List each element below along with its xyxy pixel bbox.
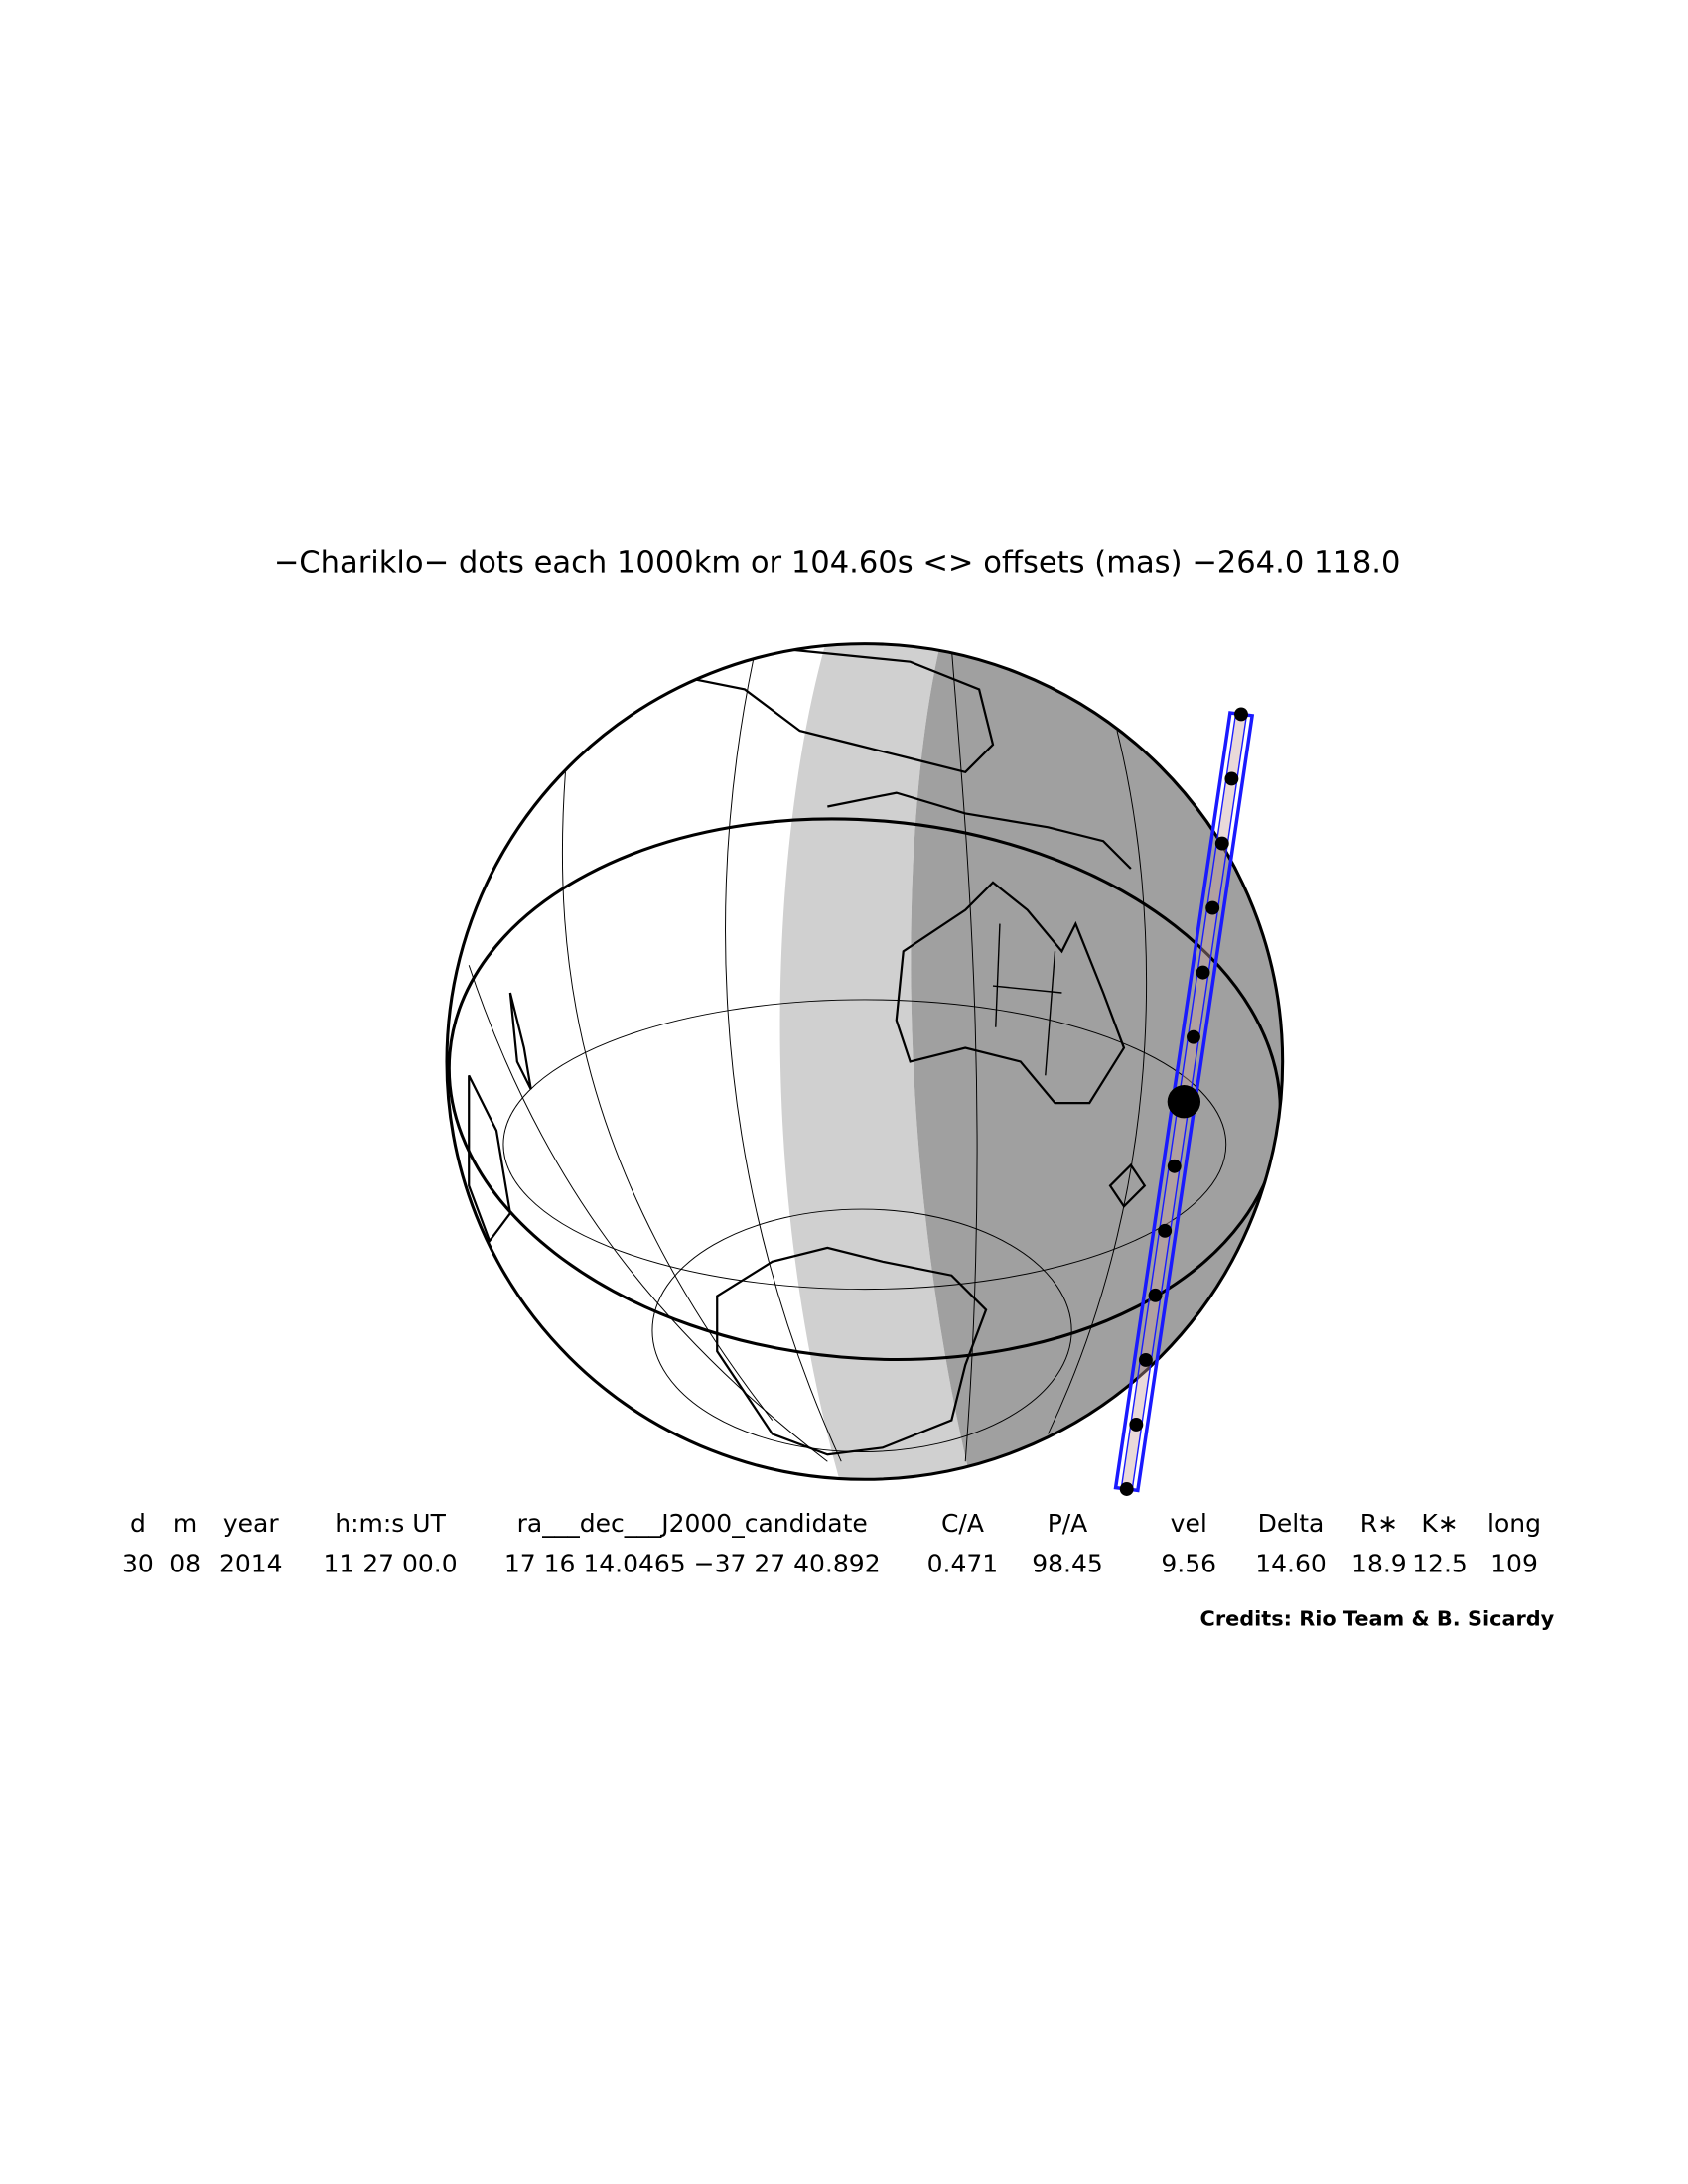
table-header: d (130, 1509, 146, 1538)
table-header: m (173, 1509, 197, 1538)
table-cell: 2014 (219, 1549, 283, 1577)
graticule (468, 647, 1227, 1462)
table-cell: 14.60 (1255, 1549, 1327, 1577)
table-cell: 11 27 00.0 (323, 1549, 457, 1577)
track-dot (1138, 1352, 1153, 1367)
track-dot (1187, 1029, 1200, 1044)
track-dot (1148, 1288, 1163, 1302)
credits: Credits: Rio Team & B. Sicardy (1200, 1606, 1555, 1630)
coastlines (468, 646, 1147, 1456)
table-header: ra___dec___J2000_candidate (517, 1509, 868, 1538)
globe-outline (445, 642, 1285, 1481)
table-header: h:m:s UT (335, 1509, 446, 1538)
table-cell: 98.45 (1032, 1549, 1103, 1577)
table-cell: 18.9 (1351, 1549, 1407, 1577)
table-header: C/A (941, 1509, 984, 1538)
track-dot (1167, 1159, 1182, 1173)
table-cell: 9.56 (1161, 1549, 1216, 1577)
closest-approach-dot (1167, 1085, 1201, 1119)
table-header: Delta (1258, 1509, 1325, 1538)
track-dot (1214, 836, 1229, 851)
event-table: d m year h:m:s UT ra___dec___J2000_candidate… (122, 1509, 1541, 1577)
track-dot (1205, 900, 1220, 915)
table-cell: 109 (1490, 1549, 1538, 1577)
track-dot (1224, 771, 1239, 786)
track-dot (1129, 1418, 1144, 1432)
table-cell: 12.5 (1412, 1549, 1468, 1577)
table-cell: 08 (169, 1549, 201, 1577)
track-dot (1196, 965, 1210, 980)
track-dot (1234, 707, 1248, 722)
shadow-track (1113, 707, 1255, 1496)
table-header: long (1487, 1509, 1541, 1538)
table-header: year (223, 1509, 279, 1538)
track-dot (1158, 1223, 1173, 1238)
track-dot (1119, 1482, 1134, 1496)
table-header: K∗ (1421, 1509, 1458, 1538)
table-header: R∗ (1360, 1509, 1398, 1538)
table-cell: 0.471 (927, 1549, 999, 1577)
table-header: vel (1171, 1509, 1207, 1538)
table-header: P/A (1048, 1509, 1088, 1538)
twilight-band (779, 643, 973, 1480)
title: −Chariklo− dots each 1000km or 104.60s <… (274, 545, 1401, 580)
table-cell: 17 16 14.0465 −37 27 40.892 (504, 1549, 881, 1577)
table-cell: 30 (122, 1549, 154, 1577)
